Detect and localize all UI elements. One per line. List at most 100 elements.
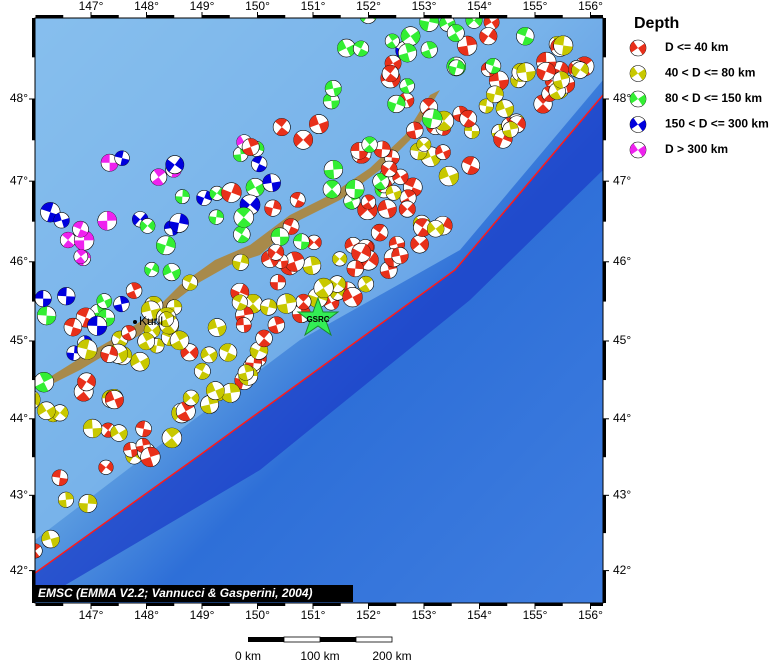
beachball [270, 227, 290, 246]
lat-label: 43° [10, 487, 28, 501]
beachball [553, 35, 574, 56]
frame-seg [202, 15, 230, 18]
beachball [78, 494, 98, 513]
beachball [200, 346, 218, 364]
ball-wedge [264, 200, 282, 217]
ball-wedge [177, 401, 195, 421]
ball-wedge [180, 345, 199, 359]
ball-wedge [553, 71, 570, 89]
ball-wedge [83, 419, 102, 438]
beachball [125, 282, 143, 299]
beachball [289, 191, 306, 208]
lon-label: 154° [467, 608, 492, 622]
beachball [380, 160, 398, 178]
ball-wedge [52, 469, 68, 486]
beachball [233, 225, 251, 244]
ball-wedge [315, 278, 332, 298]
ball-wedge [502, 121, 519, 138]
lat-label: 43° [613, 487, 631, 501]
ball-wedge [283, 218, 299, 235]
frame-seg [35, 603, 64, 606]
lat-label: 45° [10, 333, 28, 347]
beachball [220, 382, 241, 403]
ball-wedge [159, 311, 174, 327]
ball-wedge [246, 179, 265, 196]
ball-wedge [516, 27, 534, 46]
beachball [629, 141, 647, 159]
ball-wedge [372, 224, 387, 242]
beachball [59, 231, 77, 249]
place-label: GSRC [306, 315, 329, 324]
beachball [267, 316, 285, 334]
beachball [410, 234, 429, 254]
beachball [218, 343, 238, 362]
beachball [322, 179, 342, 199]
lon-label: 148° [134, 0, 159, 13]
frame-seg [590, 603, 603, 606]
ball-wedge [232, 294, 247, 311]
beachball [76, 339, 98, 360]
beachball [135, 420, 152, 438]
lon-label: 147° [79, 0, 104, 13]
ball-wedge [53, 212, 70, 228]
ball-wedge [138, 332, 154, 350]
ball-wedge [165, 157, 184, 172]
beachball [391, 246, 409, 265]
beachball [342, 287, 363, 308]
beachball [377, 199, 397, 219]
lon-label: 149° [190, 0, 215, 13]
beachball [357, 275, 375, 293]
beachball [448, 59, 465, 76]
frame-seg [535, 15, 563, 18]
ball-wedge [387, 95, 406, 113]
beachball [332, 251, 348, 267]
ball-wedge [290, 192, 305, 208]
lat-label: 46° [10, 254, 28, 268]
ball-wedge [169, 213, 189, 233]
lon-label: 150° [245, 608, 270, 622]
frame-seg [257, 15, 286, 18]
beachball [241, 138, 260, 156]
beachball [269, 274, 286, 291]
ball-wedge [208, 318, 227, 337]
lon-label: 152° [356, 0, 381, 13]
frame-seg [479, 603, 508, 606]
ball-wedge [175, 189, 190, 204]
beachball [267, 244, 285, 261]
ball-wedge [112, 331, 127, 348]
scale-seg [283, 636, 321, 643]
ball-wedge [422, 109, 443, 129]
ball-wedge [489, 71, 509, 91]
beachball [413, 218, 432, 237]
ball-wedge [373, 141, 391, 158]
beachball [36, 305, 57, 326]
beachball [426, 220, 445, 238]
ball-wedge [123, 442, 139, 458]
ball-wedge [410, 142, 427, 160]
beachball [629, 65, 647, 82]
beachball [345, 179, 365, 199]
ball-wedge [122, 325, 136, 340]
ball-wedge [297, 294, 310, 310]
beachball [264, 199, 282, 217]
ball-wedge [325, 180, 339, 199]
ball-wedge [195, 363, 210, 380]
ball-wedge [406, 122, 423, 139]
beachball [420, 41, 438, 59]
ball-wedge [41, 530, 60, 548]
ball-wedge [302, 256, 321, 275]
beachball [361, 136, 378, 153]
credit: EMSC (EMMA V2.2; Vannucci & Gasperini, 2… [38, 586, 313, 600]
ball-wedge [144, 263, 159, 276]
beachball [361, 194, 377, 210]
beachball [293, 233, 310, 250]
beachball [629, 39, 647, 57]
trench-line [35, 94, 603, 574]
beachball [461, 156, 480, 175]
frame-seg [603, 495, 606, 534]
beachball [399, 78, 415, 94]
beachball [478, 98, 494, 114]
ball-wedge [101, 154, 119, 172]
scale-seg [355, 636, 393, 643]
beachball [57, 287, 76, 306]
